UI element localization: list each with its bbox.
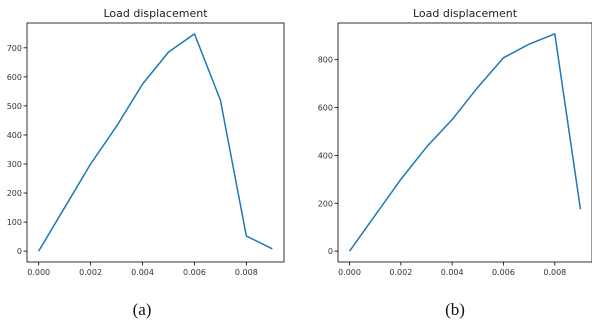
chart-title: Load displacement (103, 7, 208, 20)
series-line-load-displacement (38, 33, 273, 252)
y-tick-label: 700 (7, 44, 22, 53)
series-line-load-displacement (348, 33, 582, 252)
x-tick-label: 0.004 (441, 268, 464, 277)
x-tick-label: 0.006 (492, 268, 515, 277)
panel-caption: (b) (445, 300, 465, 319)
x-tick-label: 0.000 (338, 268, 361, 277)
y-tick-label: 0 (17, 247, 22, 256)
y-tick-label: 400 (318, 151, 333, 160)
x-tick-label: 0.004 (131, 268, 154, 277)
x-tick-label: 0.002 (389, 268, 412, 277)
panel-caption: (a) (133, 300, 152, 319)
x-tick-label: 0.002 (79, 268, 102, 277)
chart-title: Load displacement (413, 7, 518, 20)
x-tick-label: 0.008 (235, 268, 258, 277)
y-tick-label: 600 (318, 104, 333, 113)
x-tick-label: 0.008 (543, 268, 566, 277)
y-tick-label: 400 (7, 131, 22, 140)
y-tick-label: 500 (7, 102, 22, 111)
y-tick-label: 100 (7, 218, 22, 227)
y-tick-label: 800 (318, 56, 333, 65)
chart-panel-a: Load displacement 0 100 200 300 400 500 600 700 0… (7, 7, 285, 319)
y-tick-label: 0 (328, 247, 333, 256)
y-tick-label: 200 (7, 189, 22, 198)
x-tick-label: 0.000 (27, 268, 50, 277)
y-tick-label: 300 (7, 160, 22, 169)
x-tick-label: 0.006 (183, 268, 206, 277)
axes-frame (26, 22, 285, 263)
chart-panel-b: Load displacement 0 200 400 600 800 0.000 0.002… (318, 7, 592, 319)
axes-frame (337, 22, 592, 263)
y-tick-label: 600 (7, 73, 22, 82)
y-tick-label: 200 (318, 199, 333, 208)
